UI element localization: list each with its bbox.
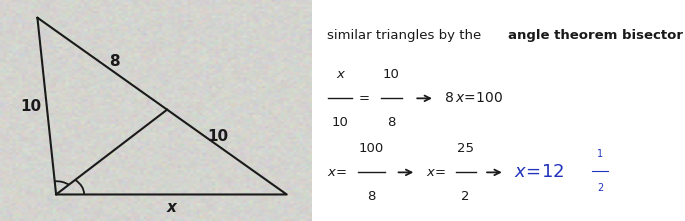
Text: 10: 10 [332, 116, 349, 129]
Text: x: x [166, 200, 176, 215]
Text: 100: 100 [359, 142, 384, 154]
Text: 1: 1 [597, 149, 603, 159]
Text: =: = [358, 92, 369, 105]
Text: similar triangles by the: similar triangles by the [327, 29, 485, 42]
Text: angle theorem bisector: angle theorem bisector [508, 29, 683, 42]
Text: 10: 10 [207, 129, 228, 144]
Text: 8: 8 [387, 116, 395, 129]
Text: 8: 8 [367, 190, 375, 203]
Text: 8: 8 [110, 54, 120, 69]
Text: 10: 10 [21, 99, 42, 114]
Text: 10: 10 [383, 68, 399, 80]
Text: $x\!=\!$: $x\!=\!$ [327, 166, 347, 179]
Text: x: x [336, 68, 344, 80]
Text: $8\,x\!=\!100$: $8\,x\!=\!100$ [444, 91, 503, 105]
Text: 2: 2 [597, 183, 603, 193]
Text: $x\!=\!$: $x\!=\!$ [425, 166, 446, 179]
Text: 2: 2 [461, 190, 470, 203]
Text: $x\!=\!12$: $x\!=\!12$ [514, 163, 564, 181]
Text: 25: 25 [457, 142, 474, 154]
